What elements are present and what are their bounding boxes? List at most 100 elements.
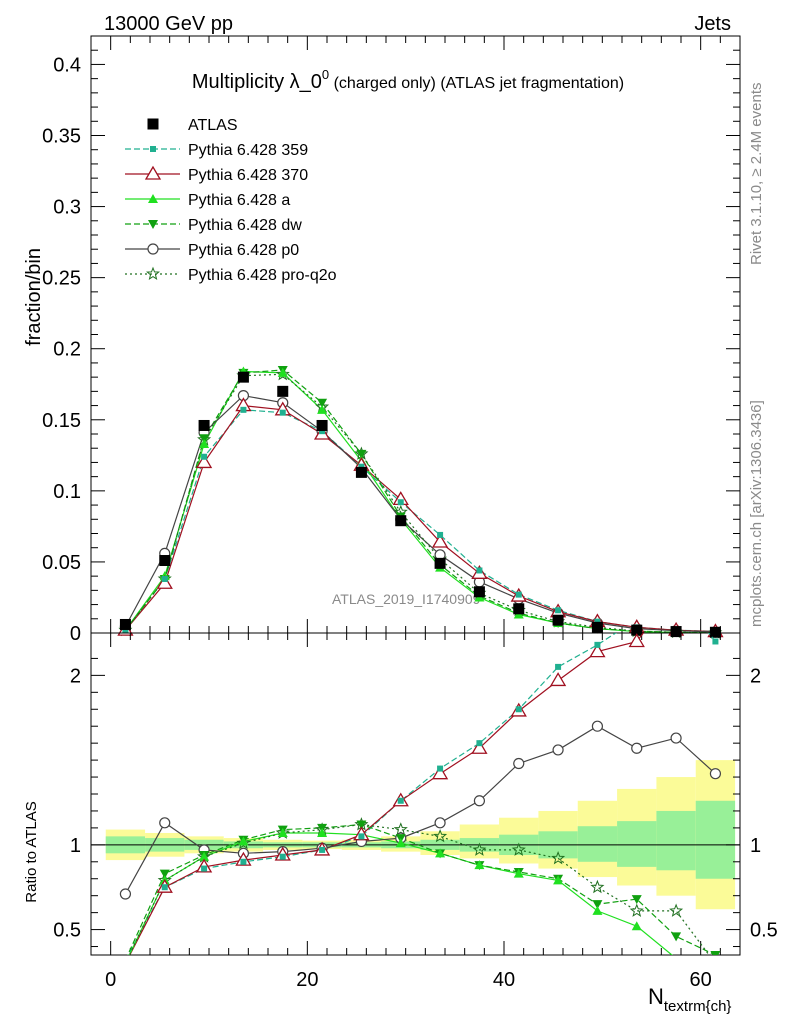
ratio-point-pa xyxy=(199,851,210,861)
point-pdw xyxy=(356,449,367,459)
band-inner-bin xyxy=(656,810,696,871)
ratio-point-pa xyxy=(395,838,406,848)
main-ytick-label: 0.2 xyxy=(53,339,81,361)
point-atlas xyxy=(316,419,328,431)
point-atlas xyxy=(670,626,682,638)
ratio-point-p359 xyxy=(358,833,365,840)
ratio-point-pq2o xyxy=(433,829,448,843)
band-inner-bin xyxy=(695,800,736,879)
x-axis-label: Ntextrm{ch} xyxy=(648,984,731,1015)
point-pdw xyxy=(317,398,328,408)
point-atlas xyxy=(119,618,131,630)
main-series xyxy=(117,366,724,639)
series-line-pdw xyxy=(124,369,716,634)
legend-marker-pa xyxy=(148,194,158,203)
point-p359 xyxy=(240,406,247,413)
ratio-point-pp0 xyxy=(709,768,722,780)
xtick-label: 0 xyxy=(105,969,116,991)
ratio-point-pq2o xyxy=(393,822,408,836)
ratio-ylabel: Ratio to ATLAS xyxy=(23,801,40,902)
ratio-line-pa xyxy=(128,832,673,955)
main-axis-ticks: 0 0.05 0.1 0.15 0.2 0.25 0.3 0.35 0.4 xyxy=(42,36,740,645)
point-p359 xyxy=(515,591,522,598)
legend-label-pq2o: Pythia 6.428 pro-q2o xyxy=(188,267,337,284)
point-atlas xyxy=(709,626,721,638)
point-p359 xyxy=(555,607,562,614)
ratio-point-pdw xyxy=(631,895,642,905)
ratio-line-p370 xyxy=(129,633,645,955)
legend-label-pp0: Pythia 6.428 p0 xyxy=(188,242,299,259)
ratio-point-p359 xyxy=(437,765,444,772)
point-atlas xyxy=(277,385,289,397)
point-atlas xyxy=(434,557,446,569)
point-atlas xyxy=(159,555,171,567)
ratio-point-pq2o xyxy=(511,842,526,856)
ratio-point-p370 xyxy=(628,633,645,648)
point-pa xyxy=(277,367,288,377)
ratio-point-p359 xyxy=(476,740,483,747)
legend-marker-p370 xyxy=(144,165,162,180)
main-ytick-label: 0.05 xyxy=(42,552,81,574)
main-ytick-label: 0.3 xyxy=(53,197,81,219)
point-p370 xyxy=(156,574,173,589)
ratio-ytick-label: 1 xyxy=(70,835,81,857)
legend-marker-atlas xyxy=(147,118,159,130)
xtick-label: 60 xyxy=(690,969,712,991)
ratio-point-p359 xyxy=(201,865,208,872)
point-p370 xyxy=(431,533,449,548)
ratio-point-pa xyxy=(317,827,328,837)
point-pa xyxy=(199,438,210,448)
ratio-point-pa xyxy=(592,905,603,915)
ratio-point-p359 xyxy=(712,638,719,645)
point-p359 xyxy=(279,409,286,416)
ratio-point-pa xyxy=(553,875,564,885)
point-atlas xyxy=(198,419,210,431)
point-p359 xyxy=(397,499,404,506)
header-process: Jets xyxy=(694,13,731,35)
ratio-point-pa xyxy=(474,860,485,870)
ratio-point-pp0 xyxy=(434,817,446,829)
ratio-point-pp0 xyxy=(473,795,486,807)
ratio-point-pq2o xyxy=(590,879,605,894)
legend-marker-pq2o xyxy=(146,266,160,281)
uncertainty-band xyxy=(91,760,740,910)
legend: ATLAS Pythia 6.428 359 Pythia 6.428 370 Pyt… xyxy=(125,117,337,284)
ratio-ytick-label: 2 xyxy=(70,665,81,687)
ratio-point-pa xyxy=(631,921,642,931)
ratio-point-pp0 xyxy=(159,817,171,829)
ratio-point-pa xyxy=(513,868,524,878)
main-ytick-label: 0.35 xyxy=(42,126,81,148)
point-p359 xyxy=(437,531,444,538)
ratio-point-pp0 xyxy=(631,742,643,754)
point-pa xyxy=(317,404,328,414)
main-ytick-label: 0.15 xyxy=(42,410,81,432)
mcplots-label: mcplots.cern.ch [arXiv:1306.3436] xyxy=(748,400,765,627)
point-pdw xyxy=(199,434,210,444)
point-pq2o xyxy=(275,366,290,381)
header-energy: 13000 GeV pp xyxy=(104,13,233,35)
ratio-point-p370 xyxy=(549,672,567,687)
ratio-line-pp0 xyxy=(124,725,716,895)
point-p359 xyxy=(122,627,129,634)
ratio-point-pp0 xyxy=(670,732,682,744)
point-atlas xyxy=(395,515,407,527)
ratio-ytick-label-right: 2 xyxy=(750,665,761,687)
ratio-panel: 0.5 0.51 12 20 20 40 60 Ratio to ATLAS Ntextrm… xyxy=(23,632,778,1015)
ratio-point-p359 xyxy=(161,884,168,891)
ratio-series xyxy=(119,633,722,955)
point-atlas xyxy=(355,466,367,478)
main-ytick-label: 0.4 xyxy=(53,54,81,76)
legend-label-pa: Pythia 6.428 a xyxy=(188,192,290,209)
ratio-ytick-label-right: 1 xyxy=(750,835,761,857)
ratio-ytick-label-right: 0.5 xyxy=(750,920,778,942)
point-p359 xyxy=(161,575,168,582)
ratio-point-pdw xyxy=(671,932,682,942)
ratio-point-pdw xyxy=(592,900,603,910)
point-atlas xyxy=(631,624,643,636)
series-line-pp0 xyxy=(124,394,716,633)
ratio-point-pp0 xyxy=(119,888,132,900)
ratio-point-pp0 xyxy=(591,720,604,732)
point-atlas xyxy=(237,371,249,383)
point-atlas xyxy=(473,586,485,598)
